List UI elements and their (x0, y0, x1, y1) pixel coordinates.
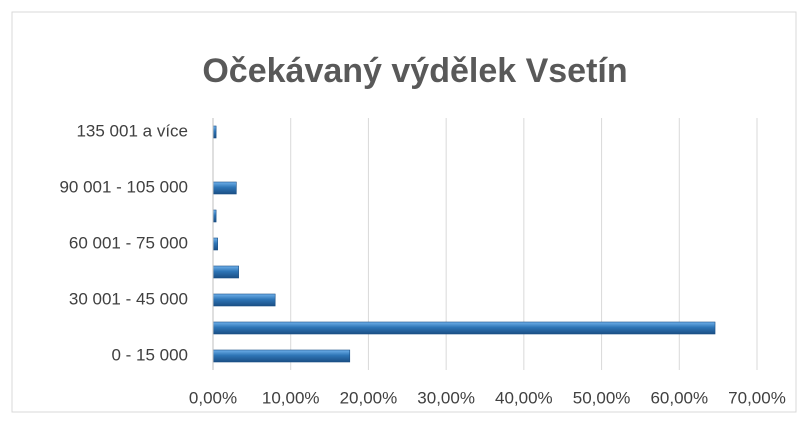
y-tick-label: 135 001 a více (76, 121, 188, 140)
y-tick-label: 60 001 - 75 000 (69, 233, 188, 252)
chart-frame (11, 11, 797, 413)
x-tick-label: 20,00% (340, 388, 398, 407)
x-tick-label: 70,00% (728, 388, 786, 407)
x-tick-label: 10,00% (262, 388, 320, 407)
bar (212, 321, 716, 335)
y-tick-label: 30 001 - 45 000 (69, 289, 188, 308)
bar (212, 349, 351, 363)
x-tick-label: 50,00% (573, 388, 631, 407)
bar (212, 265, 239, 279)
bar (212, 293, 276, 307)
x-tick-label: 40,00% (495, 388, 553, 407)
x-tick-label: 30,00% (417, 388, 475, 407)
bar (212, 237, 218, 251)
x-tick-label: 60,00% (650, 388, 708, 407)
chart-title: Očekávaný výdělek Vsetín (202, 52, 627, 90)
y-tick-label: 0 - 15 000 (111, 345, 188, 364)
bar (212, 181, 237, 195)
y-tick-label: 90 001 - 105 000 (59, 177, 188, 196)
x-tick-label: 0,00% (189, 388, 237, 407)
